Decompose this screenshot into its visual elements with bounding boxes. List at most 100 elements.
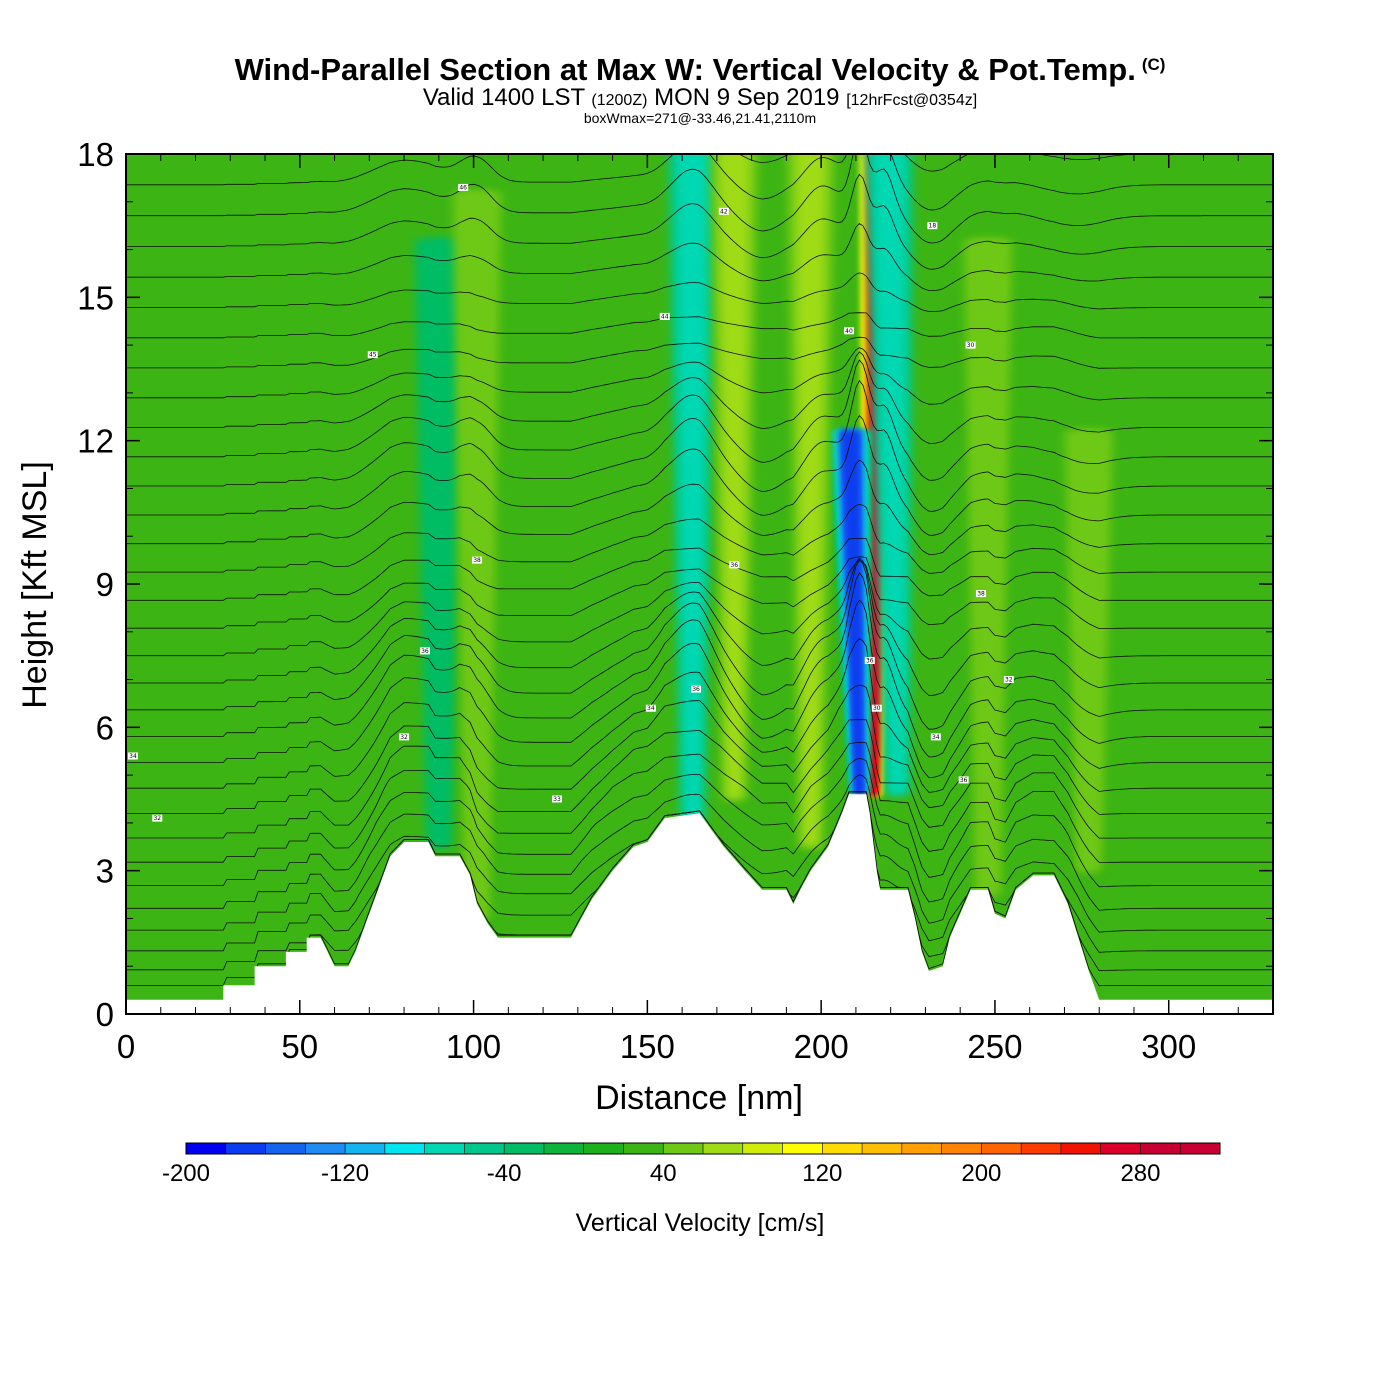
isentrope-label-1: 42 bbox=[720, 208, 728, 215]
isentrope-label-bg-3 bbox=[659, 312, 670, 320]
valid-utc: (1200Z) bbox=[591, 92, 648, 109]
colorbar-bin-8 bbox=[504, 1143, 545, 1154]
isentrope-label-bg-18 bbox=[127, 752, 138, 760]
isentrope-label-bg-4 bbox=[843, 327, 854, 335]
isentrope-label-7: 38 bbox=[473, 557, 481, 564]
isentrope-29 bbox=[126, 154, 1273, 244]
isentrope-label-bg-2 bbox=[927, 222, 938, 230]
w-feature-1-level-4 bbox=[842, 430, 864, 795]
x-tick-label-100: 100 bbox=[446, 1028, 501, 1065]
colorbar-bin-7 bbox=[464, 1143, 505, 1154]
isentrope-label-3: 44 bbox=[661, 313, 669, 320]
isentrope-12 bbox=[126, 558, 1273, 730]
isentrope-31 bbox=[126, 154, 1273, 172]
isentrope-label-bg-7 bbox=[472, 556, 483, 564]
isentrope-label-4: 40 bbox=[845, 328, 853, 335]
isentrope-label-bg-15 bbox=[871, 704, 882, 712]
isentrope-9 bbox=[126, 638, 1273, 793]
box-wmax-info: boxWmax=271@-33.46,21.41,2110m bbox=[583, 110, 817, 126]
colorbar-bin-23 bbox=[1100, 1143, 1141, 1154]
isentrope-10 bbox=[126, 599, 1273, 779]
x-tick-label-50: 50 bbox=[281, 1028, 318, 1065]
colorbar-label-4: 120 bbox=[802, 1160, 842, 1187]
y-tick-label-15: 15 bbox=[77, 279, 114, 316]
colorbar-label-0: -200 bbox=[162, 1160, 210, 1187]
isentrope-label-bg-20 bbox=[551, 795, 562, 803]
colorbar-bin-15 bbox=[782, 1143, 823, 1154]
colorbar-frame bbox=[185, 1142, 1221, 1155]
colorbar-bin-20 bbox=[981, 1143, 1022, 1154]
colorbar-bin-5 bbox=[384, 1143, 426, 1154]
w-feature-3-level-1 bbox=[795, 154, 827, 847]
colorbar-bin-10 bbox=[583, 1143, 624, 1154]
colorbar-bin-11 bbox=[623, 1143, 664, 1154]
colorbar-bin-12 bbox=[663, 1143, 704, 1154]
w-feature-8-level-1 bbox=[972, 239, 1004, 895]
isentrope-6 bbox=[126, 741, 1273, 863]
colorbar-bin-2 bbox=[265, 1143, 306, 1154]
isentrope-label-9: 38 bbox=[977, 591, 985, 598]
isentrope-label-bg-8 bbox=[729, 561, 740, 569]
isentrope-label-12: 32 bbox=[1005, 677, 1013, 684]
colorbar-bin-6 bbox=[424, 1143, 465, 1154]
isentrope-label-10: 36 bbox=[421, 648, 429, 655]
y-tick-label-9: 9 bbox=[96, 566, 114, 603]
vertical-velocity-features bbox=[414, 154, 1113, 919]
w-feature-5-level-1 bbox=[718, 154, 750, 799]
y-tick-label-3: 3 bbox=[96, 853, 114, 890]
isentrope-label-bg-0 bbox=[458, 183, 469, 191]
y-tick-label-12: 12 bbox=[77, 423, 114, 460]
w-feature-9-level-1 bbox=[1073, 430, 1105, 871]
isentrope-label-13: 36 bbox=[692, 686, 700, 693]
isentrope-label-0: 46 bbox=[459, 184, 467, 191]
plot-area: 46 42 18 44 40 45 30 38 36 38 36 36 32 36 34 30 32 34 34 36… bbox=[126, 91, 1273, 1014]
isentrope-30 bbox=[126, 154, 1273, 211]
forecast-info: [12hrFcst@0354z] bbox=[846, 92, 978, 109]
colorbar-bin-19 bbox=[941, 1143, 982, 1154]
isentrope-27 bbox=[126, 222, 1273, 292]
isentrope-3 bbox=[126, 791, 1273, 933]
isentrope-label-bg-16 bbox=[399, 733, 410, 741]
isentrope-8 bbox=[126, 684, 1273, 815]
w-feature-7-level-1 bbox=[461, 191, 493, 919]
chart-title: Wind-Parallel Section at Max W: Vertical… bbox=[0, 52, 1400, 88]
isentrope-22 bbox=[126, 351, 1273, 444]
x-tick-label-150: 150 bbox=[620, 1028, 675, 1065]
isentrope-26 bbox=[126, 272, 1273, 312]
isentrope-32 bbox=[126, 91, 1273, 130]
colorbar-bin-17 bbox=[862, 1143, 903, 1154]
colorbar-bin-14 bbox=[742, 1143, 783, 1154]
isentrope-24 bbox=[126, 336, 1273, 369]
y-tick-label-18: 18 bbox=[77, 136, 114, 173]
isentrope-label-11: 36 bbox=[866, 657, 874, 664]
isentrope-label-bg-5 bbox=[367, 351, 378, 359]
isentrope-label-20: 33 bbox=[553, 796, 561, 803]
copyright-mark: (C) bbox=[1141, 55, 1166, 74]
isentrope-label-21: 32 bbox=[153, 815, 161, 822]
colorbar-bin-25 bbox=[1180, 1143, 1221, 1154]
terrain bbox=[126, 794, 1273, 1014]
colorbar-bin-21 bbox=[1021, 1143, 1062, 1154]
colorbar-bin-9 bbox=[543, 1143, 585, 1154]
isentrope-label-bg-12 bbox=[1003, 676, 1014, 684]
colorbar-bin-24 bbox=[1140, 1143, 1181, 1154]
isentrope-label-bg-11 bbox=[864, 656, 875, 664]
colorbar-bin-18 bbox=[901, 1143, 943, 1154]
isentrope-label-14: 34 bbox=[647, 705, 655, 712]
colorbar-bin-3 bbox=[305, 1143, 346, 1154]
colorbar-label-3: 40 bbox=[650, 1160, 677, 1187]
chart-title-main: Wind-Parallel Section at Max W: Vertical… bbox=[234, 52, 1136, 87]
x-tick-label-250: 250 bbox=[967, 1028, 1022, 1065]
isentrope-16 bbox=[126, 537, 1273, 601]
isentrope-label-6: 30 bbox=[967, 342, 975, 349]
isentrope-labels: 46 42 18 44 40 45 30 38 36 38 36 36 32 36 34 30 32 34 34 36… bbox=[127, 183, 1014, 822]
valid-date: MON 9 Sep 2019 bbox=[654, 84, 840, 111]
isentrope-label-bg-9 bbox=[976, 590, 987, 598]
colorbar-bin-0 bbox=[186, 1143, 227, 1154]
y-axis-title: Height [Kft MSL] bbox=[16, 461, 54, 709]
isentrope-21 bbox=[126, 359, 1273, 481]
isentrope-label-bg-17 bbox=[930, 733, 941, 741]
isentrope-15 bbox=[126, 556, 1273, 630]
